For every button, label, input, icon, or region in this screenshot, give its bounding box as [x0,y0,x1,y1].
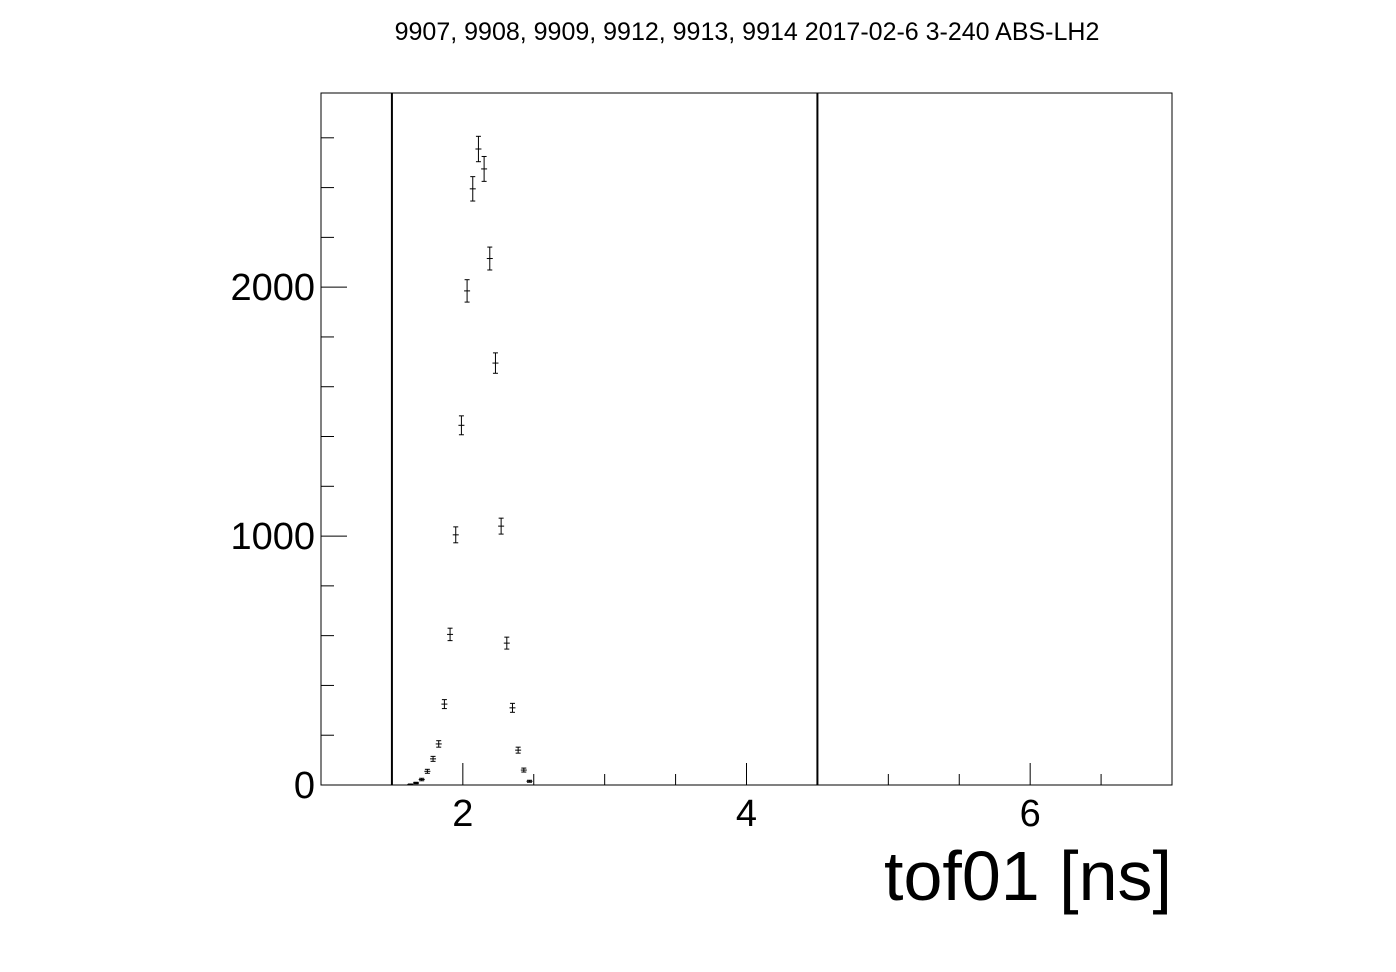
data-point [481,155,488,182]
data-point [503,636,510,650]
data-point [498,517,505,535]
y-tick-label: 0 [294,765,315,807]
data-point [435,740,442,748]
data-point [418,777,425,782]
data-points [407,135,533,786]
chart-title: 9907, 9908, 9909, 9912, 9913, 9914 2017-… [395,18,1100,46]
data-point [430,755,437,762]
x-tick-label: 4 [736,793,757,835]
data-point [407,783,414,786]
data-point [520,767,527,773]
data-point [413,781,420,785]
x-axis: 2 4 6 [320,763,1173,835]
data-point [452,526,459,544]
data-point [515,746,522,754]
plot-frame [320,92,1173,786]
data-point [526,779,533,783]
data-point [509,702,516,713]
data-point [447,627,454,642]
y-tick-label: 1000 [230,516,315,558]
data-point [424,768,431,774]
cut-lines [390,93,819,785]
data-point [464,279,471,303]
data-point [486,246,493,271]
data-point [441,699,448,710]
x-axis-title: tof01 [ns] [884,837,1172,915]
x-tick-label: 6 [1020,793,1041,835]
data-point [458,415,465,436]
x-tick-label: 2 [452,793,473,835]
data-point [469,176,476,202]
y-axis: 0 1000 2000 [230,137,347,807]
y-tick-label: 2000 [230,267,315,309]
data-point [475,135,482,163]
data-point [492,352,499,374]
